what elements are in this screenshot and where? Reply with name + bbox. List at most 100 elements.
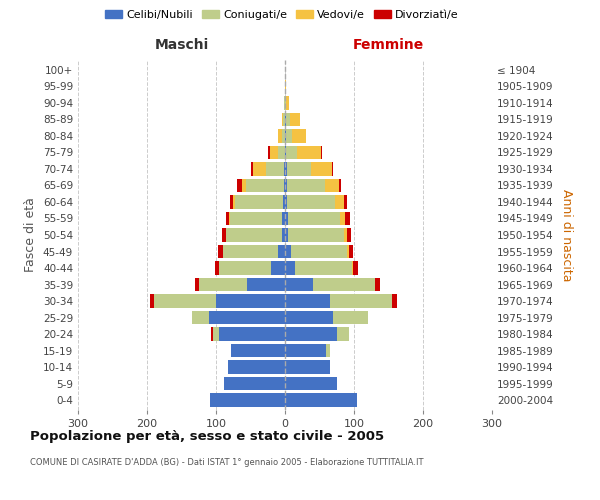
- Bar: [285, 328, 337, 341]
- Bar: [283, 195, 285, 209]
- Bar: [290, 112, 300, 126]
- Bar: [285, 162, 287, 175]
- Bar: [337, 328, 349, 341]
- Bar: [286, 112, 290, 126]
- Bar: [287, 195, 335, 209]
- Bar: [285, 244, 290, 258]
- Legend: Celibi/Nubili, Coniugati/e, Vedovi/e, Divorziatì/e: Celibi/Nubili, Coniugati/e, Vedovi/e, Di…: [101, 6, 463, 25]
- Bar: [281, 112, 283, 126]
- Bar: [344, 228, 347, 242]
- Bar: [292, 129, 306, 142]
- Bar: [220, 328, 285, 341]
- Bar: [284, 162, 285, 175]
- Bar: [212, 328, 220, 341]
- Bar: [289, 228, 344, 242]
- Bar: [278, 129, 281, 142]
- Bar: [295, 261, 352, 275]
- Bar: [286, 96, 289, 110]
- Bar: [285, 146, 286, 159]
- Bar: [199, 278, 247, 291]
- Bar: [283, 112, 285, 126]
- Bar: [229, 212, 230, 226]
- Bar: [285, 278, 313, 291]
- Bar: [285, 311, 334, 324]
- Bar: [218, 244, 223, 258]
- Bar: [226, 228, 281, 242]
- Bar: [285, 228, 289, 242]
- Bar: [339, 178, 341, 192]
- Bar: [282, 212, 285, 226]
- Bar: [226, 212, 229, 226]
- Bar: [285, 129, 286, 142]
- Bar: [353, 261, 358, 275]
- Bar: [347, 244, 349, 258]
- Bar: [286, 146, 297, 159]
- Bar: [340, 212, 345, 226]
- Bar: [285, 294, 330, 308]
- Bar: [230, 212, 282, 226]
- Bar: [154, 294, 216, 308]
- Bar: [287, 178, 325, 192]
- Bar: [285, 96, 286, 110]
- Bar: [281, 129, 285, 142]
- Bar: [297, 146, 321, 159]
- Bar: [209, 311, 285, 324]
- Bar: [220, 261, 271, 275]
- Bar: [194, 278, 199, 291]
- Bar: [211, 394, 285, 407]
- Bar: [285, 261, 295, 275]
- Bar: [332, 162, 334, 175]
- Bar: [349, 244, 353, 258]
- Bar: [325, 178, 339, 192]
- Bar: [151, 294, 154, 308]
- Bar: [285, 344, 326, 358]
- Bar: [326, 344, 330, 358]
- Bar: [347, 228, 350, 242]
- Bar: [392, 294, 397, 308]
- Bar: [285, 195, 287, 209]
- Bar: [192, 311, 209, 324]
- Bar: [236, 178, 242, 192]
- Bar: [215, 261, 220, 275]
- Bar: [284, 178, 285, 192]
- Bar: [290, 244, 347, 258]
- Bar: [271, 261, 285, 275]
- Bar: [321, 146, 322, 159]
- Text: Maschi: Maschi: [154, 38, 209, 52]
- Y-axis label: Fasce di età: Fasce di età: [25, 198, 37, 272]
- Bar: [334, 311, 368, 324]
- Bar: [235, 195, 283, 209]
- Bar: [224, 377, 285, 390]
- Bar: [211, 328, 212, 341]
- Bar: [223, 244, 278, 258]
- Bar: [247, 278, 285, 291]
- Bar: [344, 195, 347, 209]
- Bar: [268, 146, 270, 159]
- Bar: [285, 360, 330, 374]
- Bar: [287, 162, 311, 175]
- Bar: [270, 146, 278, 159]
- Bar: [285, 212, 288, 226]
- Bar: [233, 195, 235, 209]
- Bar: [281, 228, 285, 242]
- Bar: [352, 261, 353, 275]
- Text: Femmine: Femmine: [353, 38, 424, 52]
- Bar: [231, 344, 285, 358]
- Bar: [216, 294, 285, 308]
- Text: Popolazione per età, sesso e stato civile - 2005: Popolazione per età, sesso e stato civil…: [30, 430, 384, 443]
- Bar: [278, 244, 285, 258]
- Bar: [311, 162, 332, 175]
- Bar: [285, 178, 287, 192]
- Bar: [285, 80, 286, 93]
- Bar: [266, 162, 284, 175]
- Text: COMUNE DI CASIRATE D'ADDA (BG) - Dati ISTAT 1° gennaio 2005 - Elaborazione TUTTI: COMUNE DI CASIRATE D'ADDA (BG) - Dati IS…: [30, 458, 424, 467]
- Bar: [229, 360, 285, 374]
- Bar: [242, 178, 245, 192]
- Y-axis label: Anni di nascita: Anni di nascita: [560, 188, 573, 281]
- Bar: [374, 278, 380, 291]
- Bar: [251, 162, 253, 175]
- Bar: [222, 228, 226, 242]
- Bar: [288, 212, 340, 226]
- Bar: [285, 377, 337, 390]
- Bar: [313, 278, 375, 291]
